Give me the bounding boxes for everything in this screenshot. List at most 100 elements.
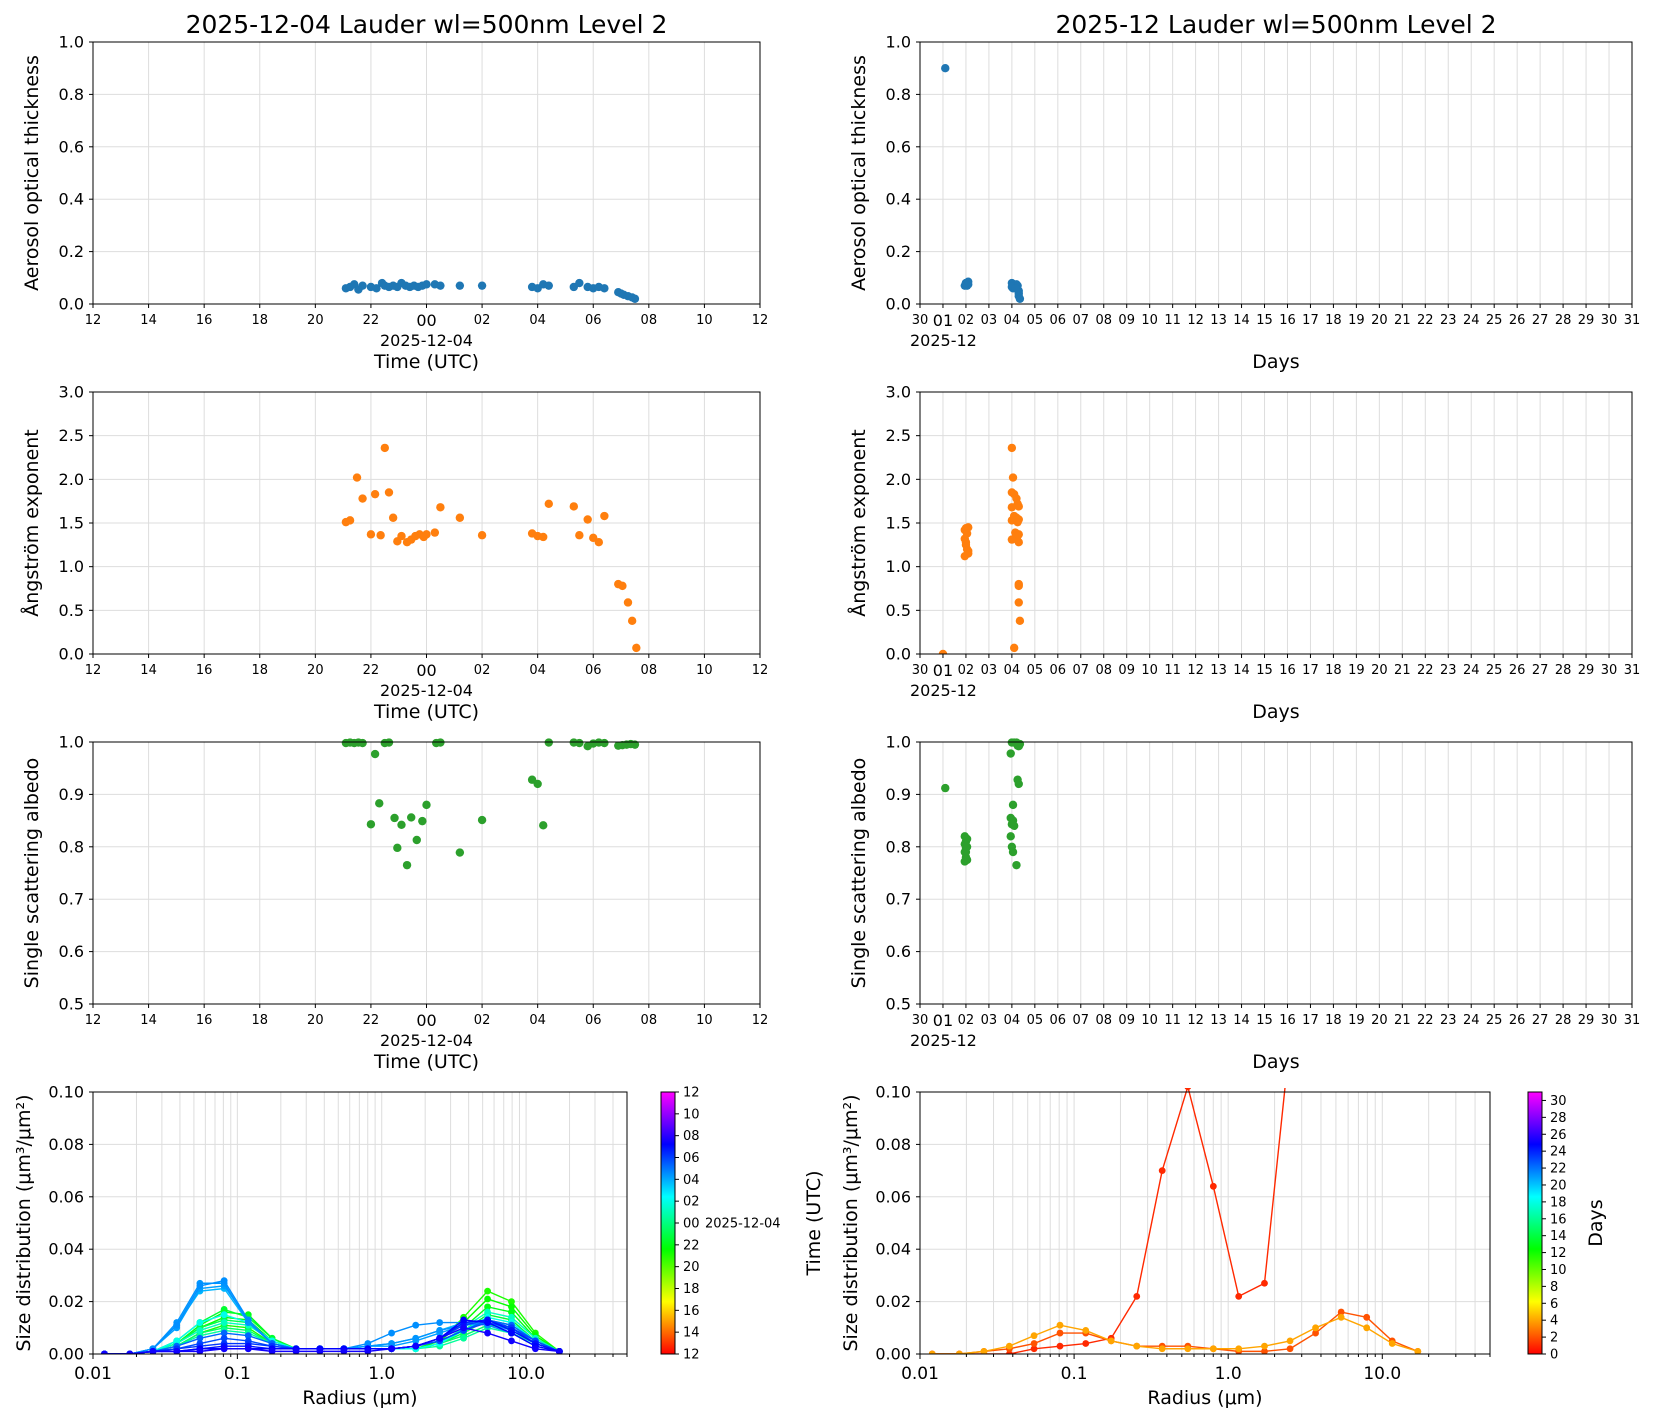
x-tick-label: 08 <box>1095 1013 1112 1028</box>
series-marker <box>196 1327 204 1334</box>
series-marker <box>220 1329 228 1337</box>
plot-area <box>341 443 641 653</box>
x-tick-label: 12 <box>752 313 769 328</box>
data-point <box>345 516 355 525</box>
series-marker <box>484 1287 491 1295</box>
x-tick-label: 16 <box>196 313 213 328</box>
x-tick-label: 06 <box>1050 1013 1067 1028</box>
panel-psd-month: 0.01 0.1 1.0 10.0 0.00 0.02 0.04 0.06 0.08 0.10 Ra… <box>840 1083 1607 1410</box>
data-point <box>630 740 640 749</box>
x-tick-label: 16 <box>196 663 213 678</box>
panel-aod-day: 12 14 16 18 20 22 00 02 04 06 08 10 120.00.20.40.60.… <box>21 10 768 373</box>
colorbar-tick-label: 18 <box>1550 1195 1567 1210</box>
x-tick-label: 19 <box>1348 663 1365 678</box>
series-marker <box>1158 1167 1166 1174</box>
x-tick-label: 06 <box>1050 663 1067 678</box>
data-point <box>372 284 381 293</box>
series-marker <box>460 1334 467 1342</box>
x-tick-label: 18 <box>1325 663 1342 678</box>
x-tick-label: 12 <box>1187 663 1204 678</box>
series-marker <box>268 1347 276 1354</box>
panel-aod-month: 30 01 02 03 04 05 06 07 08 09 10 11 12 13 14 15 16 17 18 19… <box>848 10 1640 373</box>
x-tick-label: 00 <box>416 311 436 330</box>
data-point <box>407 813 416 822</box>
data-point <box>455 513 465 522</box>
y-tick-label: 0.7 <box>886 890 911 909</box>
x-tick-label: 20 <box>307 663 324 678</box>
x-sublabel: 2025-12 <box>910 331 977 350</box>
x-tick-label: 13 <box>1210 663 1227 678</box>
data-point <box>938 649 948 654</box>
data-point <box>575 278 584 288</box>
data-point <box>569 502 578 511</box>
x-tick-label: 17 <box>1302 313 1319 328</box>
y-tick-label: 1.0 <box>59 33 84 52</box>
series-marker <box>244 1316 252 1324</box>
x-tick-label: 0.1 <box>1061 1364 1088 1384</box>
series-marker <box>220 1334 228 1342</box>
x-tick-label: 00 <box>416 661 436 680</box>
x-tick-label: 19 <box>1348 313 1365 328</box>
x-tick-label: 18 <box>251 1013 268 1028</box>
data-point <box>352 473 362 482</box>
y-tick-label: 1.0 <box>886 733 911 752</box>
series-marker <box>460 1324 467 1332</box>
x-tick-label: 30 <box>1601 313 1618 328</box>
x-tick-label: 29 <box>1578 313 1595 328</box>
series-marker <box>220 1277 228 1285</box>
y-tick-label: 1.0 <box>886 33 911 52</box>
x-sublabel: 2025-12 <box>910 681 977 700</box>
y-tick-label: 0.9 <box>59 785 84 804</box>
series-marker <box>1261 1342 1268 1350</box>
colorbar-label: Days <box>1585 1199 1607 1246</box>
grid <box>92 391 761 655</box>
x-tick-label: 04 <box>1004 313 1021 328</box>
ticks <box>916 391 1633 658</box>
axes-frame <box>919 1091 1491 1355</box>
colorbar-tick-label: 12 <box>683 1348 700 1363</box>
data-point <box>1007 503 1017 512</box>
y-tick-label: 1.5 <box>59 514 84 533</box>
data-point <box>358 738 367 748</box>
data-point <box>964 546 973 556</box>
series-marker <box>1005 1342 1013 1350</box>
x-sublabel: 2025-12 <box>910 1031 977 1050</box>
x-tick-label: 08 <box>641 1013 658 1028</box>
x-tick-label: 28 <box>1555 313 1572 328</box>
x-tick-label: 08 <box>641 313 658 328</box>
plot-area <box>941 63 1025 303</box>
data-point <box>375 799 384 808</box>
x-tick-label: 10 <box>1141 313 1158 328</box>
data-point <box>422 530 431 539</box>
x-tick-label: 08 <box>1095 313 1112 328</box>
data-point <box>544 738 553 747</box>
series-marker <box>220 1306 228 1313</box>
colorbar-tick-label: 22 <box>1550 1162 1567 1177</box>
series-marker <box>1286 1345 1294 1353</box>
x-tick-label: 31 <box>1624 1013 1641 1028</box>
series-marker <box>980 1347 988 1354</box>
x-axis-label: Time (UTC) <box>373 1051 479 1073</box>
y-tick-label: 2.0 <box>886 470 911 489</box>
series-marker <box>316 1347 324 1354</box>
data-point <box>961 847 971 857</box>
series-marker <box>1030 1340 1038 1347</box>
series-marker <box>292 1347 300 1354</box>
data-point <box>366 820 376 829</box>
series-marker <box>484 1319 491 1326</box>
y-tick-label: 0.0 <box>886 645 911 664</box>
data-point <box>436 738 445 747</box>
x-tick-label: 13 <box>1210 313 1227 328</box>
x-tick-label: 05 <box>1027 313 1044 328</box>
series-marker <box>196 1347 204 1354</box>
x-axis-label: Radius (μm) <box>1147 1387 1262 1409</box>
data-point <box>1008 800 1018 810</box>
x-tick-label: 07 <box>1073 313 1090 328</box>
x-tick-label: 28 <box>1555 663 1572 678</box>
data-point <box>422 280 431 289</box>
series-marker <box>508 1329 515 1337</box>
x-tick-label: 10 <box>696 663 713 678</box>
series-marker <box>340 1347 348 1354</box>
x-tick-label: 15 <box>1256 313 1273 328</box>
y-tick-label: 3.0 <box>886 383 911 402</box>
